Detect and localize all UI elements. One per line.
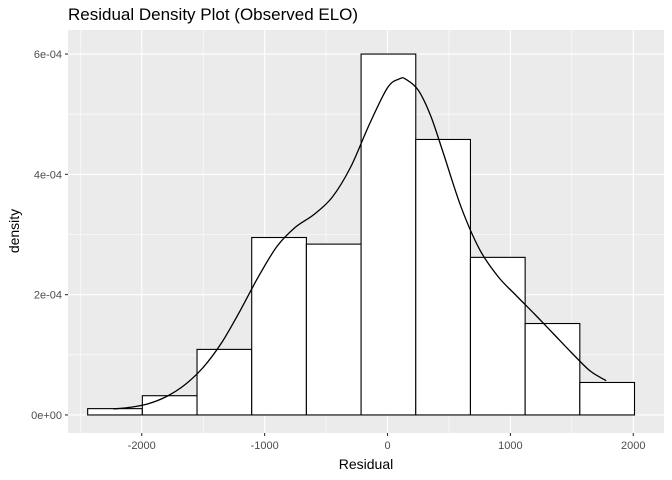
histogram-bar-10 [579,381,636,416]
y-tick-label: 4e-04 [34,169,62,181]
histogram-bar-1 [87,408,143,416]
y-axis: 0e+00 2e-04 4e-04 6e-04 [31,49,68,422]
density-curve [113,77,607,410]
histogram-bar-7 [415,138,472,416]
x-tick-label: 0 [384,440,390,452]
x-tick-label: -2000 [128,440,156,452]
histogram-bar-6 [360,53,417,416]
y-tick-label: 2e-04 [34,290,62,302]
y-axis-title: density [6,209,22,253]
y-tick-label: 6e-04 [34,49,62,61]
histogram-bar-2 [141,395,198,416]
histogram-bar-9 [524,322,581,416]
x-axis: -2000 -1000 0 1000 2000 [128,433,646,452]
x-axis-title: Residual [339,456,393,472]
x-tick-label: 1000 [498,440,522,452]
histogram-bars [87,53,636,416]
density-curve-layer [113,77,607,410]
x-tick-label: -1000 [251,440,279,452]
histogram-bar-5 [305,243,362,416]
chart-title: Residual Density Plot (Observed ELO) [68,5,358,24]
histogram-bar-4 [251,236,307,416]
histogram-bar-8 [469,256,526,416]
x-tick-label: 2000 [621,440,645,452]
histogram-bar-3 [196,348,253,416]
y-tick-label: 0e+00 [31,410,62,422]
